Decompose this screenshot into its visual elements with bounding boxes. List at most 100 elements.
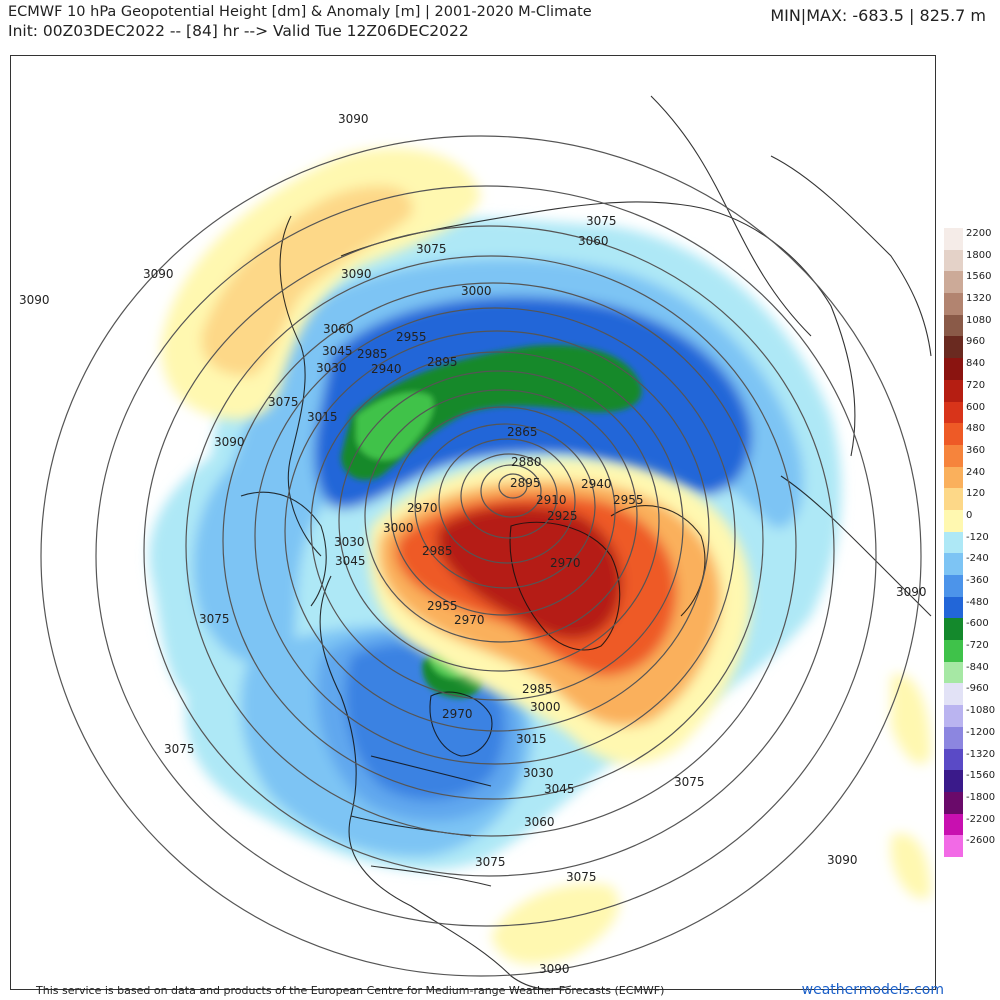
coast-north-america (319, 575, 572, 989)
contour-3075 (95, 185, 877, 927)
legend-label: 600 (966, 401, 986, 413)
map-subtitle: Init: 00Z03DEC2022 -- [84] hr --> Valid … (8, 22, 469, 40)
legend-swatch (944, 293, 963, 315)
legend-row: 480 (944, 423, 1000, 445)
map-title: ECMWF 10 hPa Geopotential Height [dm] & … (8, 4, 592, 20)
legend-label: -1200 (966, 726, 996, 738)
contour-label: 2970 (454, 613, 485, 627)
legend-label: -840 (966, 661, 989, 673)
contour-label: 3090 (214, 435, 245, 449)
legend-swatch (944, 228, 963, 250)
contour-2985 (310, 351, 684, 701)
contour-2895 (460, 453, 558, 539)
legend-row: -1560 (944, 770, 1000, 792)
legend-label: -720 (966, 640, 989, 652)
legend-swatch (944, 379, 963, 402)
contour-label: 2970 (442, 707, 473, 721)
legend-swatch (944, 835, 963, 857)
legend-row: 720 (944, 379, 1000, 402)
map-canvas: 3090 3090 3090 3090 3090 3090 3090 3090 … (19, 95, 932, 989)
legend-row: -1320 (944, 748, 1000, 771)
legend-label: 1080 (966, 314, 992, 326)
min-max-readout: MIN|MAX: -683.5 | 825.7 m (770, 6, 986, 25)
attribution-note: This service is based on data and produc… (36, 984, 665, 997)
contour-3045 (185, 255, 797, 837)
border-lines-3 (780, 475, 932, 617)
legend-label: -600 (966, 618, 989, 630)
legend-label: 840 (966, 358, 986, 370)
contour-label: 3015 (307, 410, 338, 424)
contour-label: 3075 (199, 612, 230, 626)
legend-row: 1560 (944, 271, 1000, 294)
legend-row: 240 (944, 466, 1000, 489)
legend-row: 2200 (944, 228, 1000, 250)
legend-row: -2200 (944, 813, 1000, 836)
legend-label: 240 (966, 466, 986, 478)
legend-swatch (944, 575, 963, 597)
legend-swatch (944, 661, 963, 684)
legend-swatch (944, 401, 963, 424)
coast-hudson (429, 691, 493, 757)
legend-swatch (944, 791, 963, 814)
legend-row: -720 (944, 640, 1000, 662)
brand-link[interactable]: weathermodels.com (801, 982, 944, 998)
contour-3000 (284, 330, 710, 732)
contour-2910 (438, 438, 576, 564)
legend-swatch (944, 509, 963, 532)
legend-label: 120 (966, 488, 986, 500)
contour-label: 3030 (334, 535, 365, 549)
legend-label: 1800 (966, 249, 992, 261)
legend-label: -1080 (966, 705, 996, 717)
legend-swatch (944, 249, 963, 272)
contour-label: 3060 (524, 815, 555, 829)
coast-eurasia (340, 201, 856, 457)
coast-asia-east (279, 215, 322, 557)
legend-row: 1800 (944, 249, 1000, 272)
contour-2865 (498, 473, 528, 499)
contour-label: 2955 (613, 493, 644, 507)
contour-label: 2880 (511, 455, 542, 469)
legend-row: 960 (944, 336, 1000, 359)
legend-label: -960 (966, 683, 989, 695)
contour-label: 2970 (550, 556, 581, 570)
legend-label: 360 (966, 444, 986, 456)
positive-anomaly-caribbean (491, 883, 619, 965)
anomaly-color-legend: 2200 1800 1560 1320 1080 960 840 720 600 480 360 24… (944, 228, 1000, 857)
contour-label: 3075 (164, 742, 195, 756)
legend-label: -120 (966, 531, 989, 543)
contour-label: 2955 (396, 330, 427, 344)
legend-row: 840 (944, 358, 1000, 380)
positive-anomaly-pacific-orange (201, 185, 413, 376)
contour-label: 2940 (371, 362, 402, 376)
contour-label: 3075 (586, 214, 617, 228)
contour-label: 2940 (581, 477, 612, 491)
legend-row: -960 (944, 683, 1000, 706)
legend-label: -1320 (966, 748, 996, 760)
contour-label: 2955 (427, 599, 458, 613)
contour-label: 2985 (357, 347, 388, 361)
contour-label: 3075 (566, 870, 597, 884)
contour-label: 3090 (143, 267, 174, 281)
legend-swatch (944, 705, 963, 727)
legend-swatch (944, 596, 963, 619)
legend-label: 2200 (966, 228, 992, 239)
negative-anomaly-eurasia-bright (356, 392, 434, 460)
contour-label: 3090 (827, 853, 858, 867)
positive-anomaly-east (891, 674, 931, 765)
legend-swatch (944, 423, 963, 445)
contour-label: 3075 (268, 395, 299, 409)
legend-row: 1080 (944, 314, 1000, 337)
legend-row: -1080 (944, 705, 1000, 727)
legend-swatch (944, 314, 963, 337)
contour-label: 2865 (507, 425, 538, 439)
legend-swatch (944, 813, 963, 836)
contour-label: 3090 (896, 585, 927, 599)
legend-row: 600 (944, 401, 1000, 424)
legend-swatch (944, 553, 963, 575)
legend-swatch (944, 358, 963, 380)
contour-label: 3045 (322, 344, 353, 358)
legend-swatch (944, 336, 963, 359)
contour-3015 (254, 307, 736, 765)
contour-3060 (143, 225, 835, 877)
contour-label: 3015 (516, 732, 547, 746)
